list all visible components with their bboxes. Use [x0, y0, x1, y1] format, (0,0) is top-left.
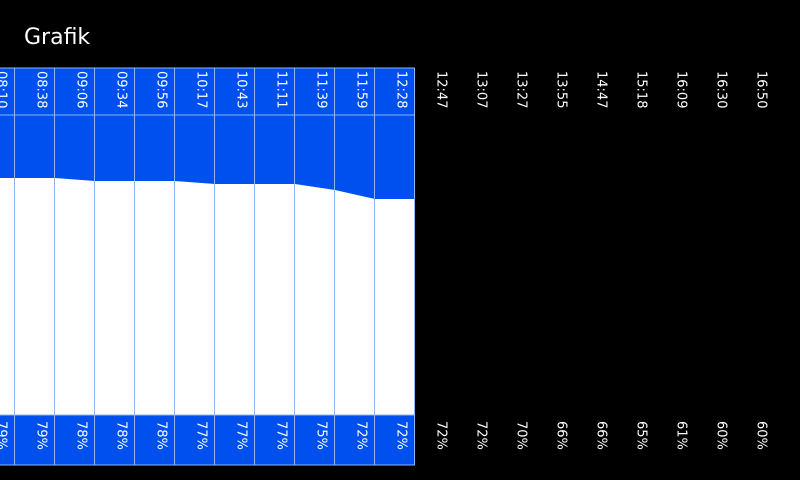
- x-tick-label: 10:17: [194, 71, 209, 108]
- x-tick-label: 11:59: [354, 71, 369, 108]
- x-tick-label: 13:55: [554, 71, 569, 108]
- value-label: 75%: [314, 421, 329, 450]
- value-label: 72%: [434, 421, 449, 450]
- value-label: 77%: [274, 421, 289, 450]
- x-tick-label: 15:18: [634, 71, 649, 108]
- value-label: 60%: [714, 421, 729, 450]
- value-label: 79%: [0, 421, 9, 450]
- value-label: 70%: [514, 421, 529, 450]
- x-tick-label: 10:43: [234, 71, 249, 108]
- x-tick-label: 08:10: [0, 71, 9, 108]
- x-tick-label: 13:27: [514, 71, 529, 108]
- value-label: 72%: [394, 421, 409, 450]
- x-tick-label: 14:47: [594, 71, 609, 108]
- x-tick-label: 09:34: [114, 71, 129, 108]
- x-tick-label: 16:09: [674, 71, 689, 108]
- value-label: 78%: [154, 421, 169, 450]
- value-label: 61%: [674, 421, 689, 450]
- value-label: 78%: [74, 421, 89, 450]
- battery-area: [0, 178, 415, 415]
- x-tick-label: 09:56: [154, 71, 169, 108]
- value-label: 60%: [754, 421, 769, 450]
- x-tick-label: 09:06: [74, 71, 89, 108]
- page-title: Grafik: [24, 25, 90, 50]
- x-tick-label: 08:38: [34, 71, 49, 108]
- x-tick-label: 16:30: [714, 71, 729, 108]
- x-tick-label: 11:11: [274, 71, 289, 108]
- x-tick-label: 12:47: [434, 71, 449, 108]
- value-label: 65%: [634, 421, 649, 450]
- x-tick-label: 11:39: [314, 71, 329, 108]
- value-label: 72%: [474, 421, 489, 450]
- value-label: 77%: [194, 421, 209, 450]
- x-tick-label: 13:07: [474, 71, 489, 108]
- x-tick-label: 16:50: [754, 71, 769, 108]
- plot: 08:10 79% 08:38 79% 09:06 78% 09:34 78% 09:56 78%…: [0, 67, 769, 466]
- chart-area: [0, 67, 415, 466]
- value-label: 66%: [594, 421, 609, 450]
- value-label: 79%: [34, 421, 49, 450]
- value-label: 66%: [554, 421, 569, 450]
- value-label: 72%: [354, 421, 369, 450]
- value-label: 77%: [234, 421, 249, 450]
- x-tick-label: 12:28: [394, 71, 409, 108]
- value-label: 78%: [114, 421, 129, 450]
